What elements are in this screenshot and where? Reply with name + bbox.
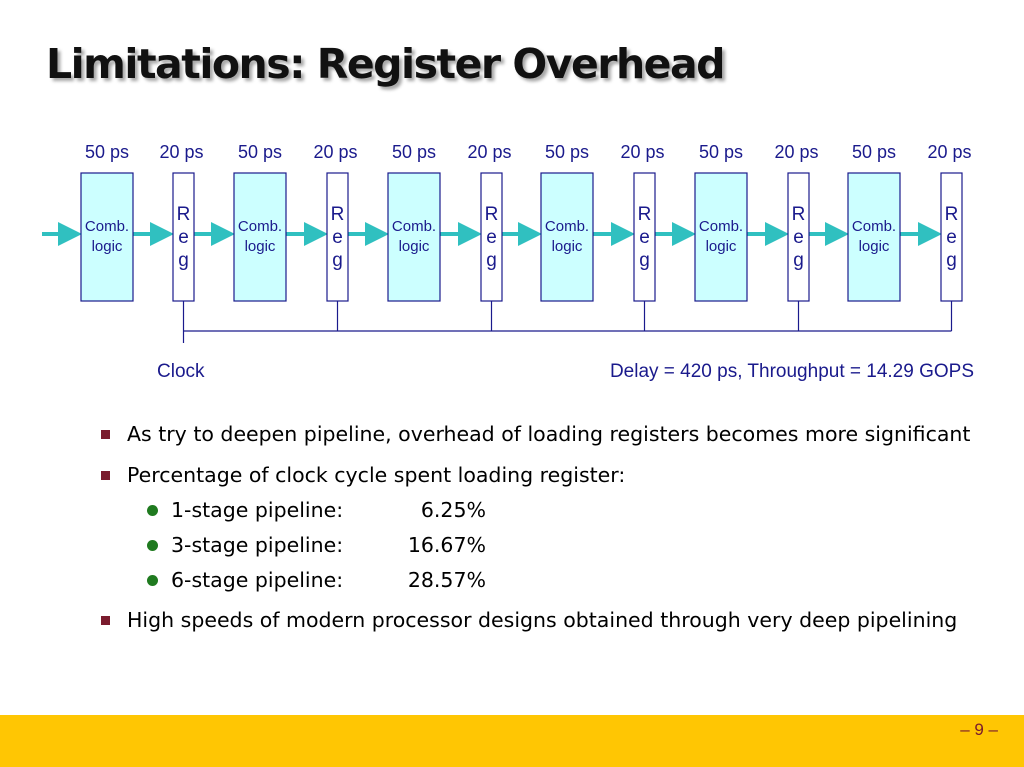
comb-logic-label: Comb. [699, 218, 743, 235]
stage-delay-label: 20 ps [774, 142, 818, 162]
delay-throughput-summary: Delay = 420 ps, Throughput = 14.29 GOPS [610, 361, 974, 382]
bullet-item: High speeds of modern processor designs … [100, 604, 980, 637]
register-label-letter: R [792, 204, 806, 225]
register-label-letter: R [485, 204, 499, 225]
clock-network [182, 301, 953, 343]
pipeline-stage-label: 3-stage pipeline: [171, 533, 344, 557]
comb-logic-label: Comb. [85, 218, 129, 235]
bullet-item: As try to deepen pipeline, overhead of l… [100, 418, 980, 451]
stage-delay-label: 20 ps [159, 142, 203, 162]
register-label-letter: R [331, 204, 345, 225]
bullet-text: High speeds of modern processor designs … [127, 608, 958, 632]
sub-bullet-item: 6-stage pipeline: 28.57% [100, 566, 980, 594]
comb-logic-label: Comb. [392, 218, 436, 235]
comb-logic-label: logic [859, 238, 890, 255]
square-bullet-icon [101, 616, 110, 625]
comb-logic-block [694, 172, 748, 302]
register-label-letter: g [486, 250, 497, 271]
overhead-percentage: 16.67% [407, 533, 486, 557]
footer-bar: – 9 – [0, 715, 1024, 767]
comb-logic-label: logic [92, 238, 123, 255]
register-label-letter: e [486, 227, 497, 248]
stage-delay-label: 50 ps [85, 142, 129, 162]
comb-logic-label: Comb. [545, 218, 589, 235]
comb-logic-block [847, 172, 901, 302]
comb-logic-label: logic [399, 238, 430, 255]
comb-logic-label: Comb. [238, 218, 282, 235]
register-label-letter: e [946, 227, 957, 248]
stage-delay-label: 50 ps [852, 142, 896, 162]
bullet-list: As try to deepen pipeline, overhead of l… [100, 418, 980, 645]
stage-delay-label: 50 ps [545, 142, 589, 162]
stage-delay-label: 20 ps [620, 142, 664, 162]
register-label-letter: g [793, 250, 804, 271]
comb-logic-block [387, 172, 441, 302]
stage-delay-label: 20 ps [467, 142, 511, 162]
dot-bullet-icon [147, 575, 158, 586]
overhead-percentage: 28.57% [407, 568, 486, 592]
comb-logic-block [540, 172, 594, 302]
comb-logic-label: Comb. [852, 218, 896, 235]
pipeline-stages: Comb.logicRegComb.logicRegComb.logicRegC… [80, 172, 963, 302]
pipeline-stage-label: 6-stage pipeline: [171, 568, 344, 592]
clock-label: Clock [157, 361, 205, 382]
page-number: – 9 – [960, 720, 998, 739]
register-label-letter: g [178, 250, 189, 271]
comb-logic-block [80, 172, 134, 302]
square-bullet-icon [101, 471, 110, 480]
comb-logic-block [233, 172, 287, 302]
pipeline-diagram: 50 ps 20 ps 50 ps 20 ps 50 ps 20 ps 50 ps 20 ps… [42, 142, 974, 382]
register-label-letter: g [946, 250, 957, 271]
register-label-letter: R [638, 204, 652, 225]
register-label-letter: e [793, 227, 804, 248]
comb-logic-label: logic [706, 238, 737, 255]
comb-logic-label: logic [245, 238, 276, 255]
slide-title: Limitations: Register Overhead [46, 40, 726, 88]
register-label-letter: e [178, 227, 189, 248]
sub-bullet-item: 3-stage pipeline: 16.67% [100, 531, 980, 559]
sub-bullet-item: 1-stage pipeline: 6.25% [100, 496, 980, 524]
bullet-item: Percentage of clock cycle spent loading … [100, 459, 980, 492]
dot-bullet-icon [147, 505, 158, 516]
bullet-text: Percentage of clock cycle spent loading … [127, 463, 626, 487]
register-label-letter: e [332, 227, 343, 248]
stage-delay-label: 50 ps [238, 142, 282, 162]
overhead-percentage: 6.25% [420, 498, 486, 522]
pipeline-stage-label: 1-stage pipeline: [171, 498, 344, 522]
register-label-letter: R [945, 204, 959, 225]
register-label-letter: R [177, 204, 191, 225]
register-label-letter: g [332, 250, 343, 271]
stage-delay-label: 50 ps [699, 142, 743, 162]
sub-bullet-list: 1-stage pipeline: 6.25% 3-stage pipeline:… [100, 496, 980, 594]
stage-delay-labels: 50 ps 20 ps 50 ps 20 ps 50 ps 20 ps 50 ps 20 ps… [85, 142, 972, 162]
bullet-text: As try to deepen pipeline, overhead of l… [127, 422, 971, 446]
square-bullet-icon [101, 430, 110, 439]
stage-delay-label: 50 ps [392, 142, 436, 162]
stage-delay-label: 20 ps [313, 142, 357, 162]
comb-logic-label: logic [552, 238, 583, 255]
register-label-letter: g [639, 250, 650, 271]
stage-delay-label: 20 ps [927, 142, 971, 162]
register-label-letter: e [639, 227, 650, 248]
dot-bullet-icon [147, 540, 158, 551]
